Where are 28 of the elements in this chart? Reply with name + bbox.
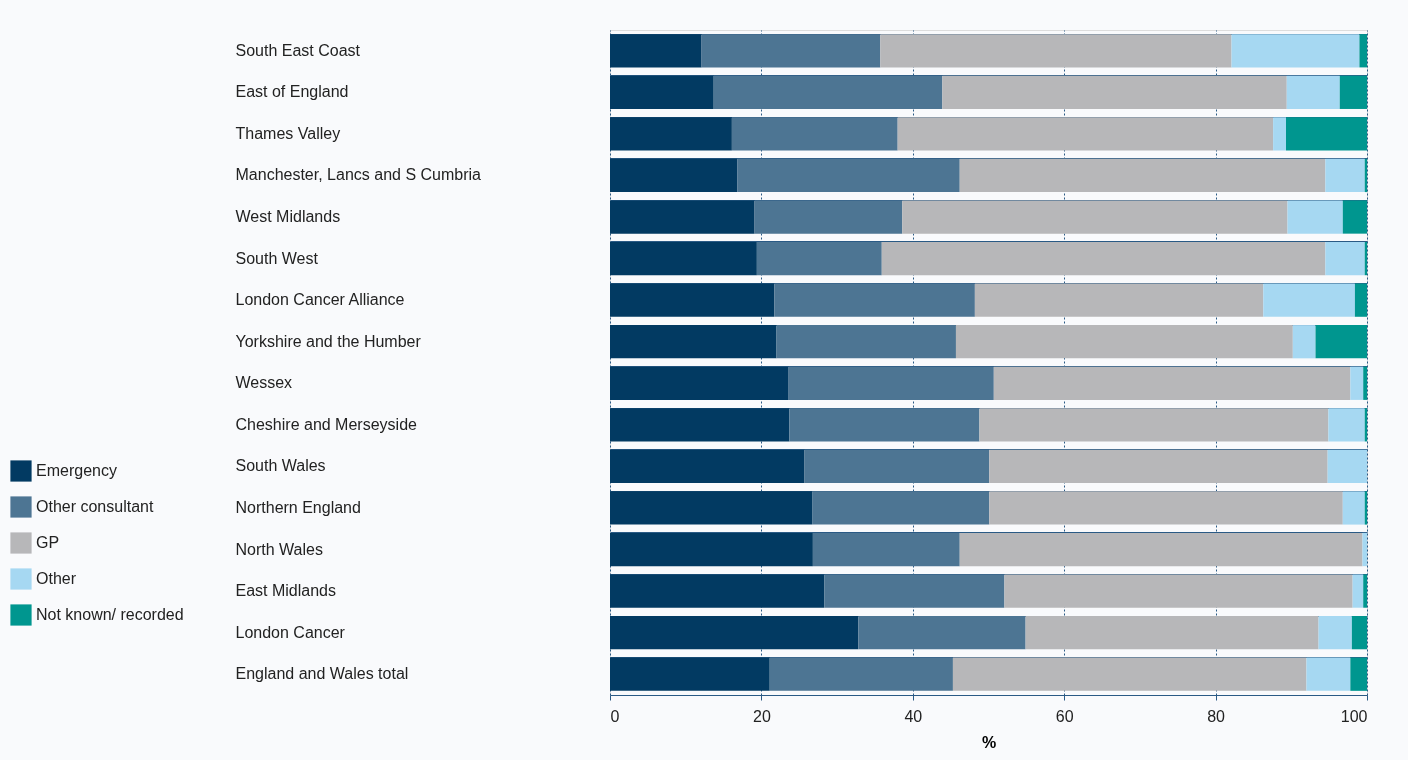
x-tick-label: 40 — [904, 707, 923, 725]
y-tick-label: South Wales — [235, 457, 326, 475]
legend-label: Not known/ recorded — [36, 606, 184, 623]
y-tick-label: East Midlands — [235, 582, 336, 600]
y-tick-label: East of England — [235, 83, 349, 101]
legend-label: Emergency — [36, 462, 117, 479]
y-tick-label: North Wales — [235, 540, 323, 558]
x-tick-label: 60 — [1055, 707, 1074, 725]
y-tick-label: England and Wales total — [235, 665, 409, 683]
legend-label: Other — [36, 570, 77, 587]
y-tick-label: London Cancer Alliance — [235, 291, 405, 309]
y-tick-label: Cheshire and Merseyside — [235, 415, 418, 433]
x-tick-label: 80 — [1207, 707, 1226, 725]
y-tick-label: Northern England — [235, 498, 361, 516]
y-tick-label: South West — [235, 249, 319, 267]
legend-label: Other consultant — [36, 498, 154, 515]
y-tick-label: South East Coast — [235, 41, 361, 59]
y-tick-label: Yorkshire and the Humber — [235, 332, 422, 350]
y-tick-label: West Midlands — [235, 208, 341, 226]
x-tick-label: 20 — [753, 707, 771, 725]
y-tick-label: Wessex — [235, 374, 293, 392]
legend-label: GP — [36, 534, 60, 551]
y-tick-label: London Cancer — [235, 623, 346, 641]
x-tick-label: 100 — [1340, 707, 1368, 725]
x-tick-label: 0 — [610, 707, 620, 725]
y-tick-label: Thames Valley — [235, 124, 341, 142]
y-tick-label: Manchester, Lancs and S Cumbria — [235, 166, 482, 184]
x-axis-title: % — [981, 733, 997, 751]
